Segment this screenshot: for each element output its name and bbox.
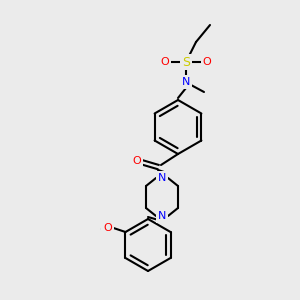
- Text: O: O: [202, 57, 211, 67]
- Text: O: O: [103, 223, 112, 233]
- Text: N: N: [158, 173, 166, 183]
- Text: O: O: [160, 57, 169, 67]
- Text: S: S: [182, 56, 190, 68]
- Text: N: N: [182, 77, 190, 87]
- Text: O: O: [133, 156, 141, 166]
- Text: N: N: [158, 211, 166, 221]
